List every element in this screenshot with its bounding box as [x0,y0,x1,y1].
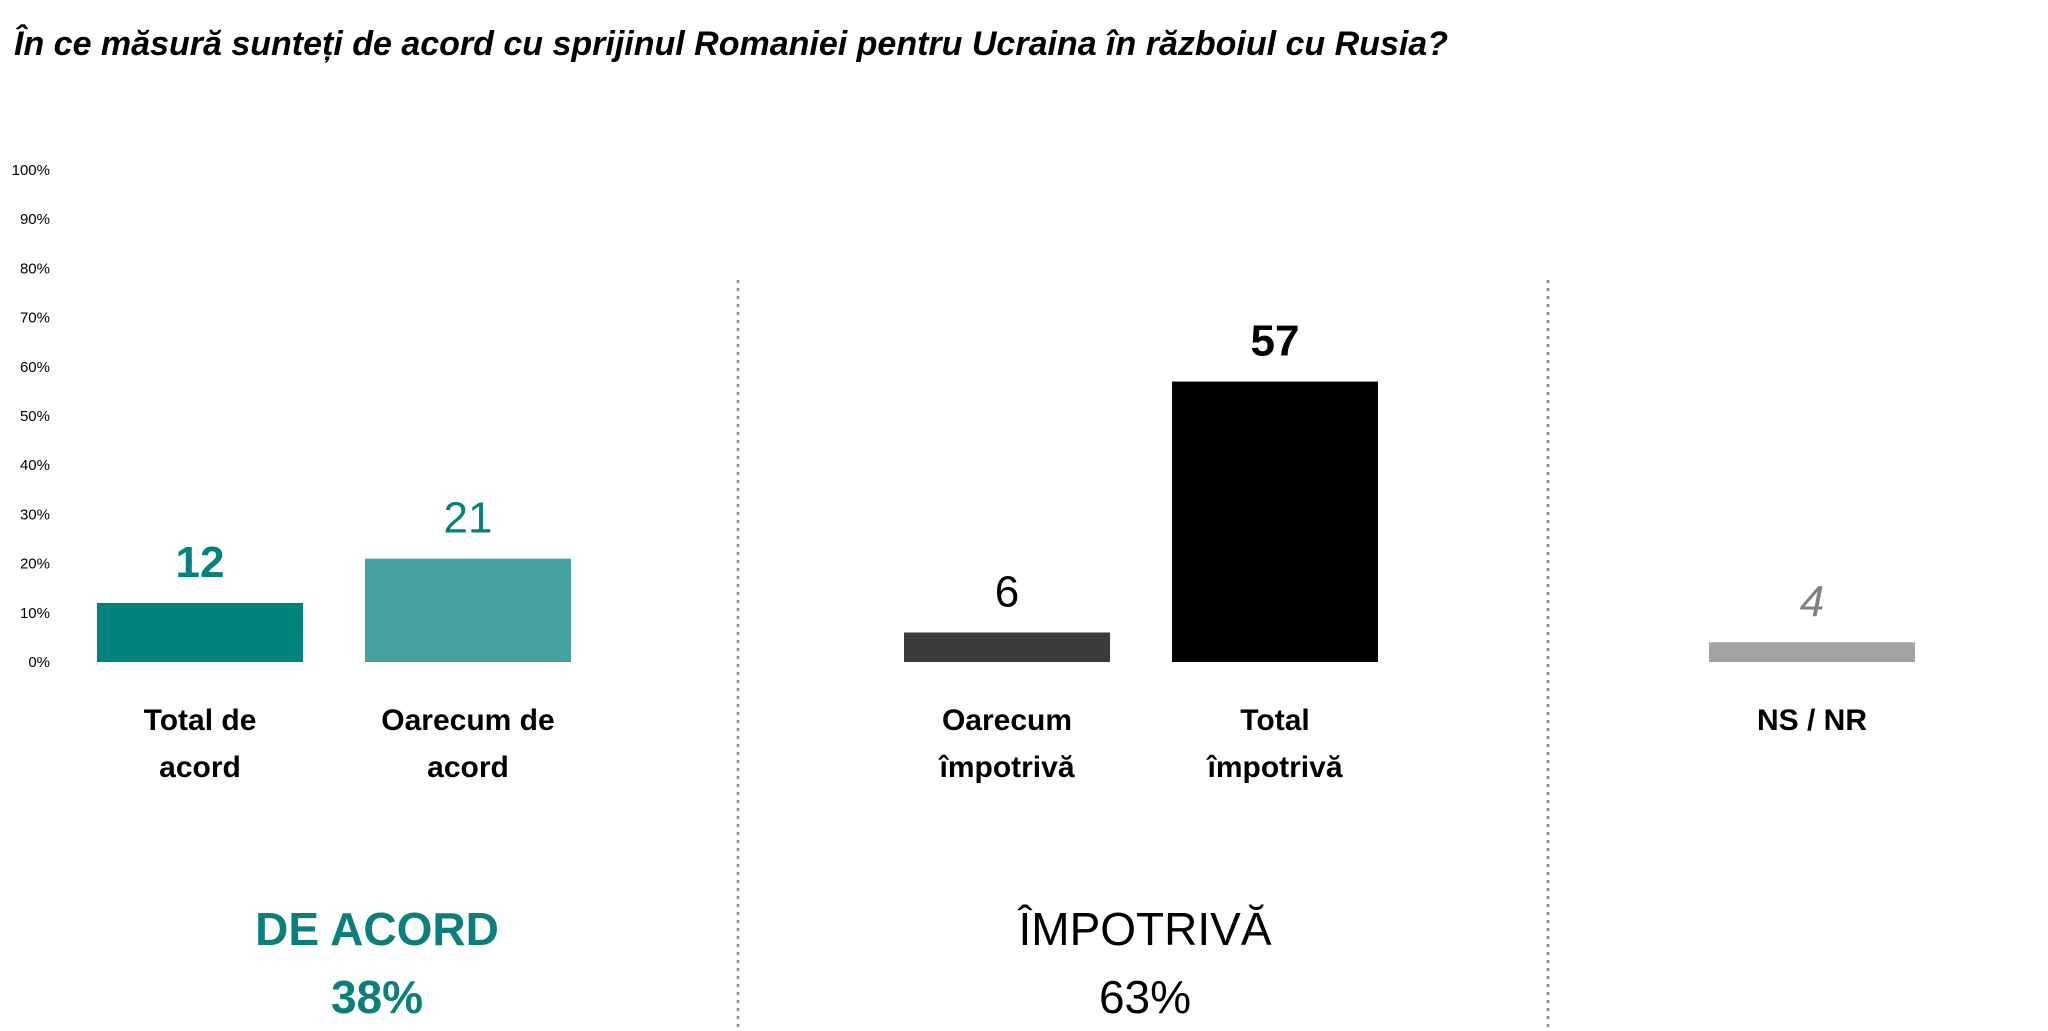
y-tick-label: 0% [28,654,50,671]
bars [97,381,1915,662]
y-tick-label: 30% [20,506,50,523]
value-label: 21 [444,494,493,543]
category-label: Total [1240,704,1309,737]
bar [365,558,571,662]
value-label: 4 [1800,577,1824,626]
bar [1709,642,1915,662]
category-label: Total de [144,704,257,737]
category-label: Oarecum de [381,704,554,737]
group-dividers [736,280,1550,1031]
y-tick-label: 80% [20,260,50,277]
y-tick-label: 10% [20,605,50,622]
y-tick-label: 70% [20,310,50,327]
y-tick-label: 50% [20,408,50,425]
group-total: 63% [1099,971,1191,1023]
y-tick-label: 90% [20,211,50,228]
y-tick-label: 60% [20,359,50,376]
category-label: acord [159,751,241,784]
group-name: DE ACORD [255,903,499,955]
group-labels: DE ACORD 38% ÎMPOTRIVĂ 63% [255,903,1272,1023]
group-total: 38% [331,971,423,1023]
category-label: împotrivă [937,751,1074,784]
category-labels: Total de acord Oarecum de acord Oarecum împot… [144,704,1868,784]
y-tick-label: 40% [20,457,50,474]
value-labels: 12 21 6 57 4 [176,317,1825,627]
category-label: Oarecum [942,704,1072,737]
bar [1172,381,1378,662]
category-label: împotrivă [1205,751,1342,784]
bar [904,632,1110,662]
bar [97,602,303,662]
value-label: 57 [1251,317,1300,366]
value-label: 6 [995,567,1019,616]
y-tick-label: 20% [20,556,50,573]
y-axis: 0% 10% 20% 30% 40% 50% 60% 70% 80% 90% 100% [12,162,50,671]
category-label: NS / NR [1757,704,1867,737]
chart-title: În ce măsură sunteți de acord cu sprijin… [14,25,1448,63]
value-label: 12 [176,538,225,587]
y-tick-label: 100% [12,162,50,179]
category-label: acord [427,751,509,784]
group-name: ÎMPOTRIVĂ [1016,903,1271,955]
